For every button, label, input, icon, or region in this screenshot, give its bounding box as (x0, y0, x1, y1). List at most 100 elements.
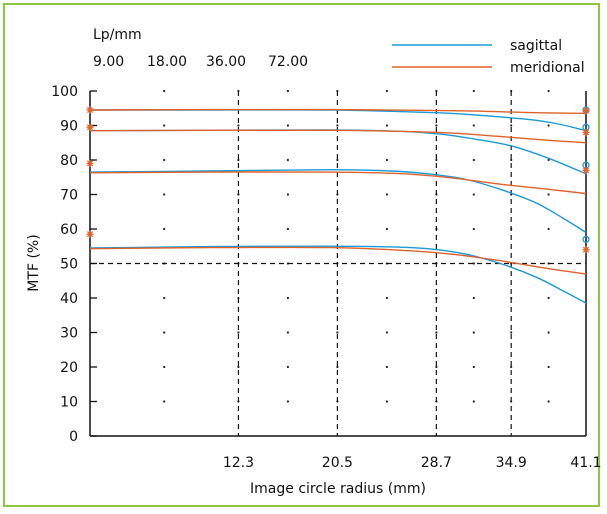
grid-dot (385, 331, 388, 334)
x-tick-label: 41.1 (570, 455, 601, 471)
grid-dot (547, 193, 550, 196)
grid-dot (547, 400, 550, 403)
right-marker-sagittal (582, 235, 590, 244)
left-marker (86, 106, 94, 114)
grid-dot (547, 158, 550, 162)
grid-dot (286, 365, 289, 369)
left-marker (86, 123, 94, 131)
marker-stroke (582, 107, 590, 114)
y-tick-label: 40 (60, 291, 78, 307)
grid-dot (472, 124, 475, 127)
grid-dot (472, 262, 475, 265)
y-tick-label: 60 (60, 222, 78, 238)
grid-dot (510, 158, 513, 162)
x-tick-label: 28.7 (421, 455, 452, 471)
grid-dot (472, 365, 475, 369)
grid-dot (435, 124, 438, 127)
y-tick-label: 70 (60, 188, 78, 204)
y-tick-label: 20 (60, 360, 78, 376)
grid-dot (385, 400, 388, 403)
left-marker (86, 230, 94, 238)
right-marker-meridional (582, 246, 590, 254)
x-tick-label: 12.3 (223, 455, 254, 471)
series-line-sagittal (89, 168, 587, 234)
grid-dot (163, 365, 166, 369)
grid-dot (237, 158, 240, 162)
marker-stroke (582, 129, 590, 136)
grid-dot (286, 124, 289, 127)
grid-dot (286, 158, 289, 162)
y-tick-label: 100 (51, 84, 78, 100)
grid-dot (163, 331, 166, 334)
grid-dot (163, 193, 166, 196)
legend-label-meridional: meridional (510, 60, 585, 76)
y-tick-label: 90 (60, 119, 78, 135)
frequency-header: Lp/mm (93, 27, 142, 43)
grid-dot (385, 296, 388, 300)
series-line-meridional (89, 246, 587, 275)
series-line-meridional (89, 129, 587, 144)
y-tick-label: 0 (69, 429, 78, 445)
grid-dot (435, 365, 438, 369)
grid-dot (472, 227, 475, 231)
grid-dot (237, 124, 240, 127)
grid-dot (547, 365, 550, 369)
grid-dot (510, 365, 513, 369)
grid-dot (472, 193, 475, 196)
right-marker-meridional (582, 107, 590, 115)
grid-dot (163, 400, 166, 403)
grid-dot (385, 124, 388, 127)
marker-stroke (86, 160, 94, 167)
grid-dot (336, 365, 339, 369)
frequency-label: 36.00 (206, 54, 246, 70)
grid-dot (163, 124, 166, 127)
grid-dot (547, 124, 550, 127)
grid-dot (510, 331, 513, 334)
grid-dot (385, 365, 388, 369)
grid-dot (163, 296, 166, 300)
grid-dot (385, 89, 388, 93)
grid-dot (163, 89, 166, 93)
grid-dot (385, 193, 388, 196)
series-line-sagittal (89, 245, 587, 304)
grid-dot (385, 158, 388, 162)
frequency-label: 18.00 (147, 54, 187, 70)
grid-dot (286, 89, 289, 93)
grid-dot (385, 227, 388, 231)
grid-dot (472, 331, 475, 334)
grid-dot (510, 124, 513, 127)
right-marker-meridional (582, 166, 590, 174)
series-line-meridional (89, 108, 587, 115)
marker-stroke (86, 124, 94, 131)
grid-dot (286, 331, 289, 334)
marker-stroke (86, 106, 94, 114)
grid-dot (435, 158, 438, 162)
y-tick-label: 80 (60, 153, 78, 169)
left-marker (86, 159, 94, 167)
grid-dot (472, 400, 475, 403)
x-axis-label: Image circle radius (mm) (250, 481, 426, 497)
grid-dot (237, 365, 240, 369)
grid-dot (163, 227, 166, 231)
marker-stroke (582, 167, 590, 174)
y-tick-label: 30 (60, 326, 78, 342)
grid-dot (472, 296, 475, 300)
chart-frame (3, 3, 600, 507)
y-axis-label: MTF (%) (26, 234, 42, 291)
grid-dot (336, 124, 339, 127)
x-tick-label: 34.9 (496, 455, 527, 471)
legend-label-sagittal: sagittal (510, 38, 562, 54)
marker-stroke (582, 246, 590, 253)
grid-dot (547, 89, 550, 93)
grid-dot (435, 331, 438, 334)
x-tick-label: 20.5 (322, 455, 353, 471)
frequency-label: 72.00 (268, 54, 308, 70)
frequency-label: 9.00 (93, 54, 124, 70)
right-marker-meridional (582, 128, 590, 136)
grid-dot (286, 296, 289, 300)
grid-dot (472, 89, 475, 93)
grid-dot (286, 400, 289, 403)
grid-dot (472, 158, 475, 162)
grid-dot (547, 296, 550, 300)
